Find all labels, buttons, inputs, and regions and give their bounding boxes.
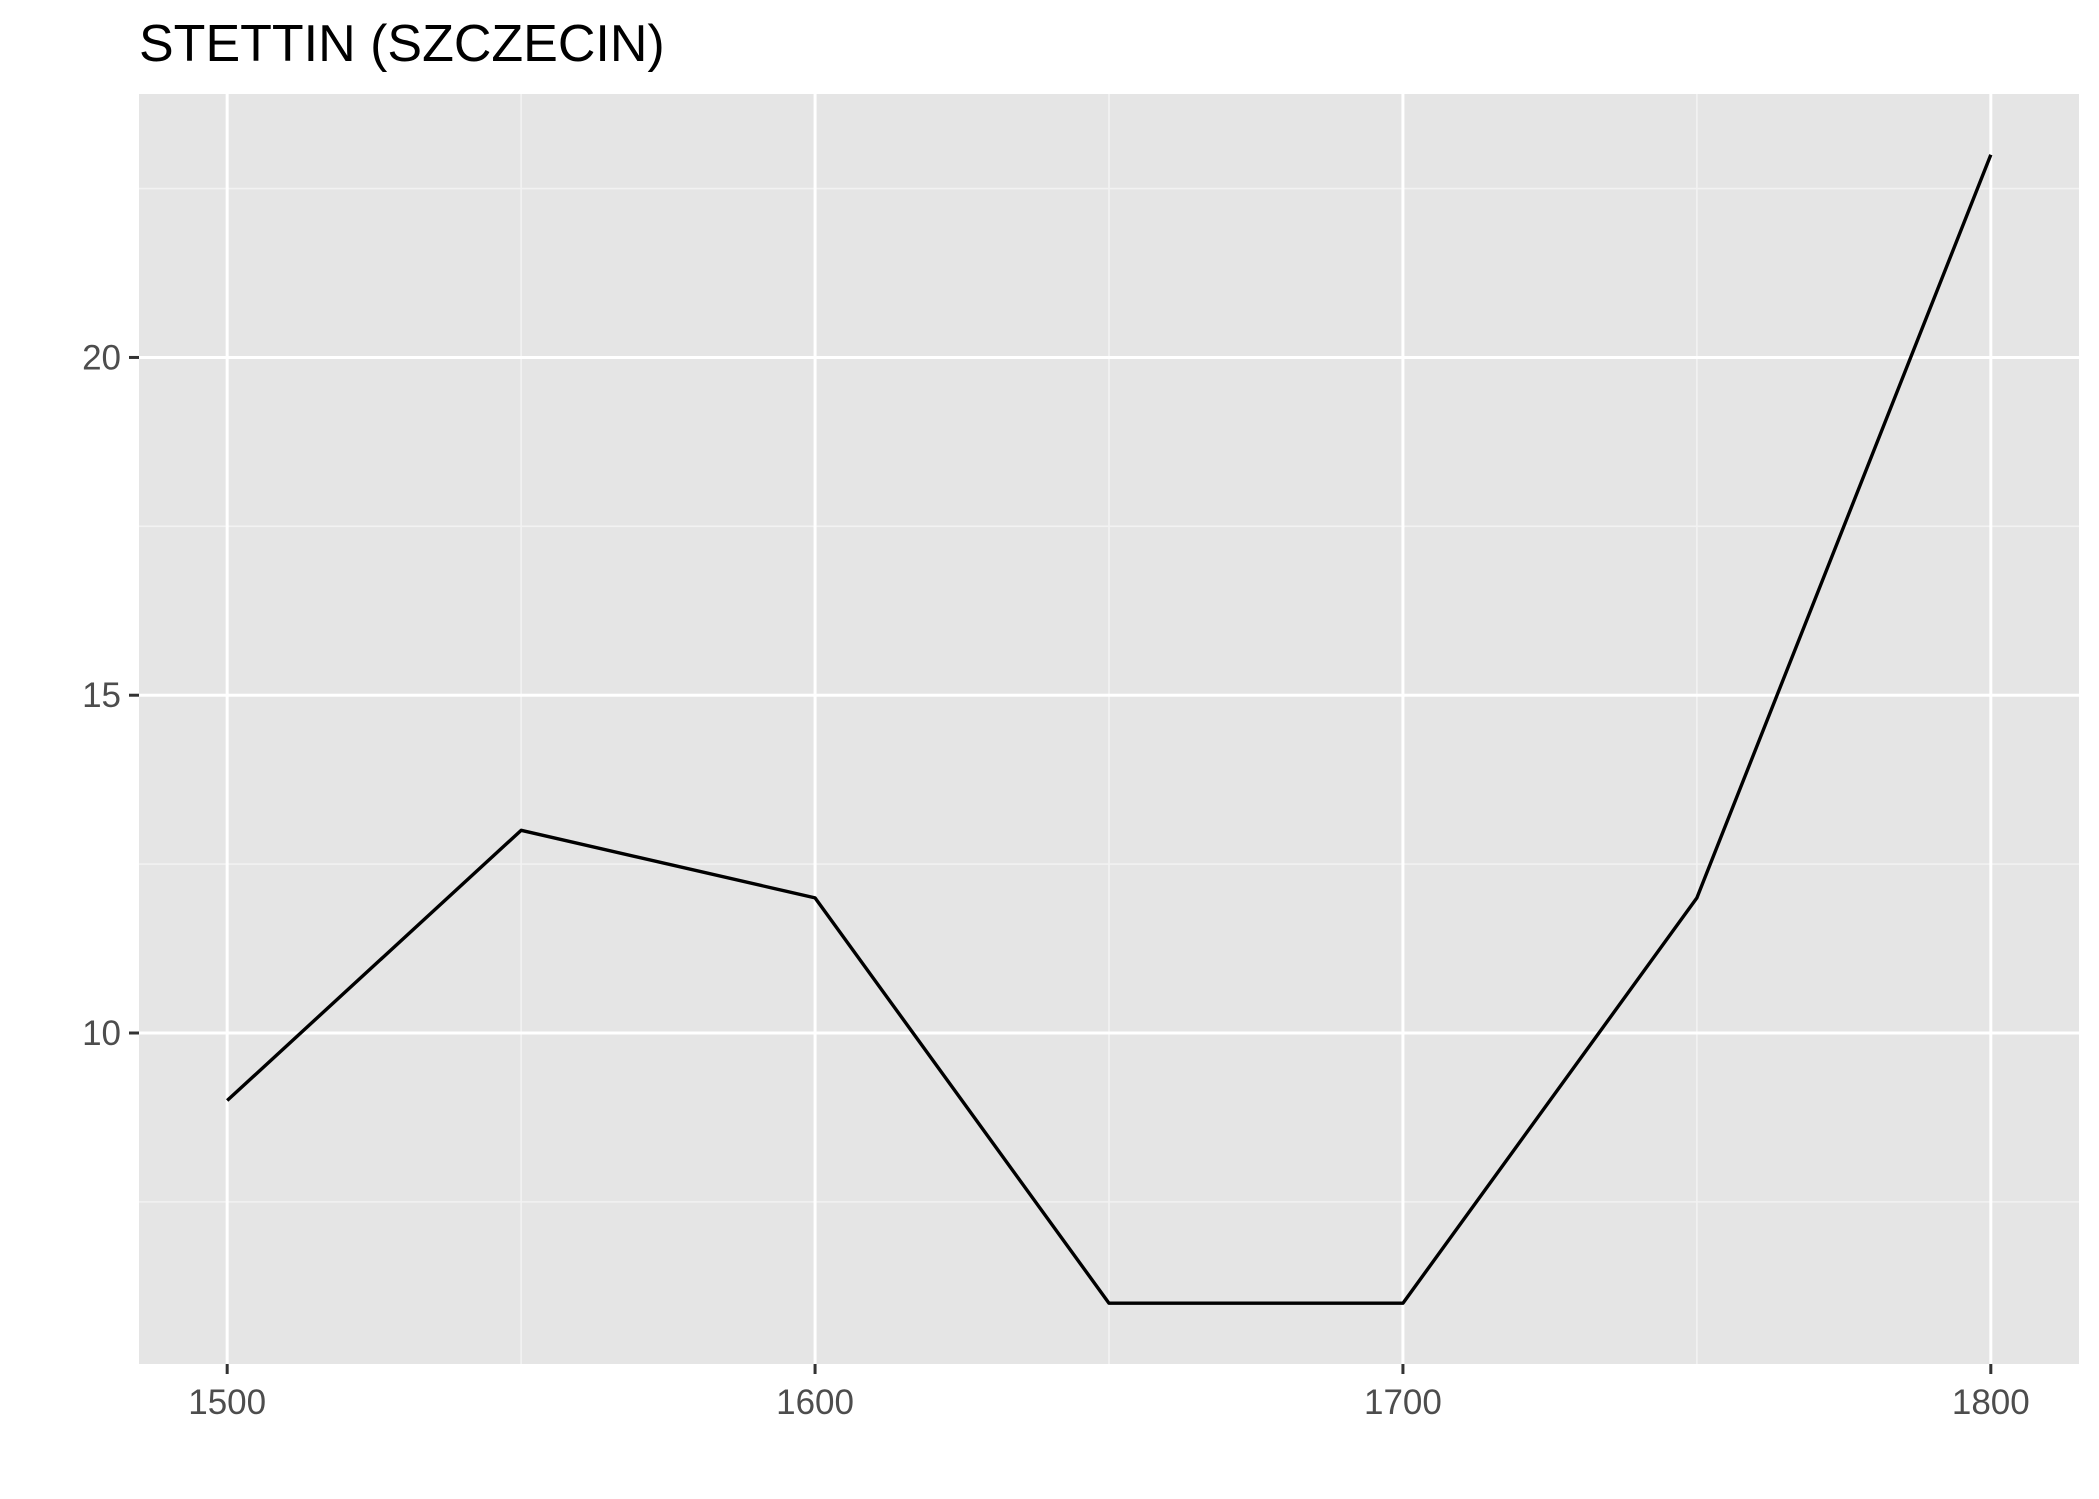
y-tick-label: 20 xyxy=(82,338,121,377)
x-tick-label: 1500 xyxy=(188,1383,266,1422)
chart-title: STETTIN (SZCZECIN) xyxy=(139,15,665,73)
x-tick-label: 1800 xyxy=(1952,1383,2030,1422)
minor-gridlines xyxy=(139,94,2079,1364)
y-tick-label: 10 xyxy=(82,1014,121,1053)
y-axis: 10 15 20 xyxy=(82,338,139,1053)
x-tick-label: 1700 xyxy=(1364,1383,1442,1422)
y-tick-label: 15 xyxy=(82,676,121,715)
x-axis: 1500 1600 1700 1800 xyxy=(188,1364,2030,1422)
major-gridlines xyxy=(139,94,2079,1364)
x-tick-label: 1600 xyxy=(776,1383,854,1422)
series-layer xyxy=(226,154,1993,1305)
